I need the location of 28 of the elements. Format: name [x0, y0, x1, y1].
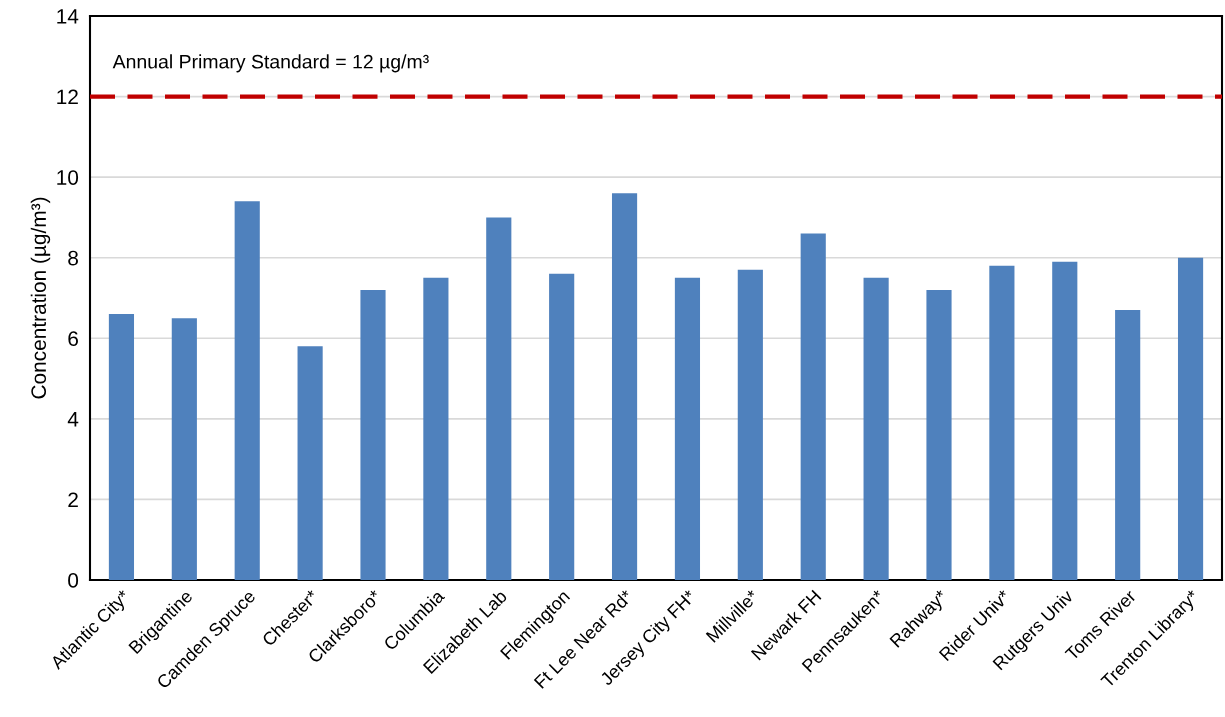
- bar: [611, 193, 638, 580]
- bar: [989, 265, 1015, 580]
- bar: [1177, 257, 1204, 580]
- bar: [863, 277, 889, 580]
- bar: [360, 289, 386, 580]
- y-tick-label: 6: [68, 331, 78, 347]
- bar: [486, 217, 512, 580]
- bar: [737, 269, 763, 580]
- y-axis-title: Concentration (µg/m³): [30, 197, 51, 399]
- bar: [674, 277, 701, 580]
- y-tick-label: 8: [68, 250, 78, 266]
- bar: [108, 314, 135, 580]
- y-tick-label: 12: [57, 89, 78, 105]
- bar: [297, 346, 323, 580]
- bar: [423, 277, 449, 580]
- y-tick-label: 10: [57, 170, 79, 185]
- y-tick-label: 14: [57, 9, 79, 24]
- bar: [234, 201, 260, 580]
- bar: [1115, 310, 1141, 580]
- y-tick-label: 0: [68, 573, 79, 588]
- bar: [171, 318, 197, 580]
- bar: [1052, 261, 1078, 580]
- y-tick-label: 2: [68, 492, 78, 507]
- bar: [926, 289, 952, 580]
- bar: [800, 233, 826, 580]
- ref-line-label: Annual Primary Standard = 12 µg/m³: [112, 54, 429, 73]
- y-tick-label: 4: [67, 412, 79, 427]
- bar: [549, 273, 575, 580]
